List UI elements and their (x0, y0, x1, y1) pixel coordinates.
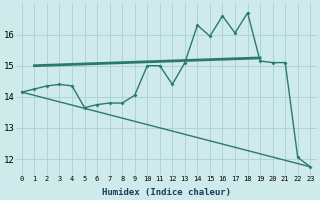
X-axis label: Humidex (Indice chaleur): Humidex (Indice chaleur) (101, 188, 231, 197)
